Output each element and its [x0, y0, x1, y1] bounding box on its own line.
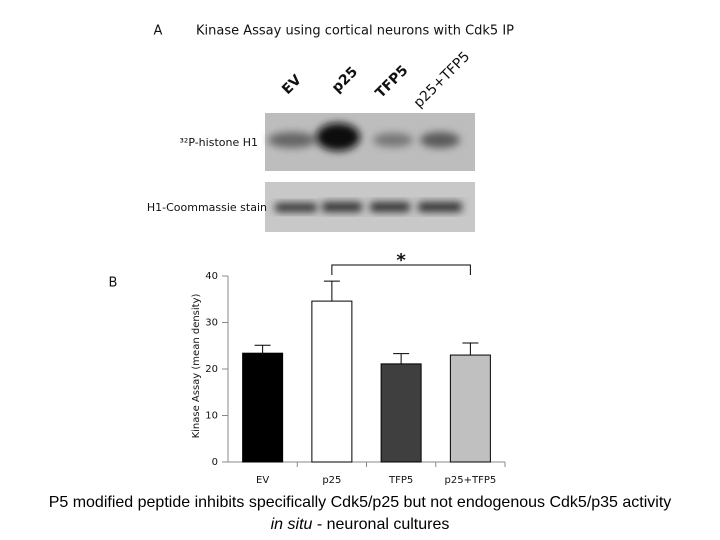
y-axis-title: Kinase Assay (mean density) — [191, 293, 202, 438]
blot-label: H1-Coommassie stain — [147, 201, 267, 214]
blot-label: ³²P-histone H1 — [180, 136, 259, 149]
x-tick-label: p25+TFP5 — [445, 475, 497, 486]
caption-text: - neuronal cultures — [316, 516, 450, 533]
blot-band — [268, 132, 316, 148]
caption-italic: in situ — [270, 516, 313, 533]
lane-label: TFP5 — [373, 63, 412, 102]
blot-band — [316, 123, 360, 151]
blot-band — [420, 132, 460, 148]
caption-line: in situ - neuronal cultures — [0, 516, 720, 534]
significance-marker: * — [396, 250, 406, 271]
y-tick-label: 20 — [205, 364, 218, 375]
panel-label: B — [109, 276, 118, 291]
panel-label: A — [154, 24, 163, 39]
bar — [449, 354, 491, 463]
lane-label: EV — [279, 72, 305, 98]
blot-band — [418, 202, 462, 212]
y-tick-label: 10 — [205, 411, 218, 422]
y-tick-label: 30 — [205, 318, 218, 329]
blot-band — [373, 133, 413, 147]
panel-title: Kinase Assay using cortical neurons with… — [196, 24, 514, 39]
blot-band — [370, 202, 410, 212]
blot-band — [322, 202, 362, 212]
x-tick-label: p25 — [322, 475, 341, 486]
caption: P5 modified peptide inhibits specificall… — [48, 494, 672, 511]
blot-band — [275, 203, 317, 212]
y-tick-label: 40 — [205, 271, 218, 282]
y-tick-label: 0 — [212, 457, 218, 468]
lane-label: p25+TFP5 — [411, 49, 474, 112]
x-tick-label: EV — [256, 475, 269, 486]
lane-label: p25 — [329, 64, 361, 96]
bar — [380, 363, 422, 463]
significance-bracket — [331, 264, 471, 275]
x-tick-label: TFP5 — [388, 475, 413, 486]
bar — [311, 300, 353, 463]
bar — [242, 352, 284, 463]
